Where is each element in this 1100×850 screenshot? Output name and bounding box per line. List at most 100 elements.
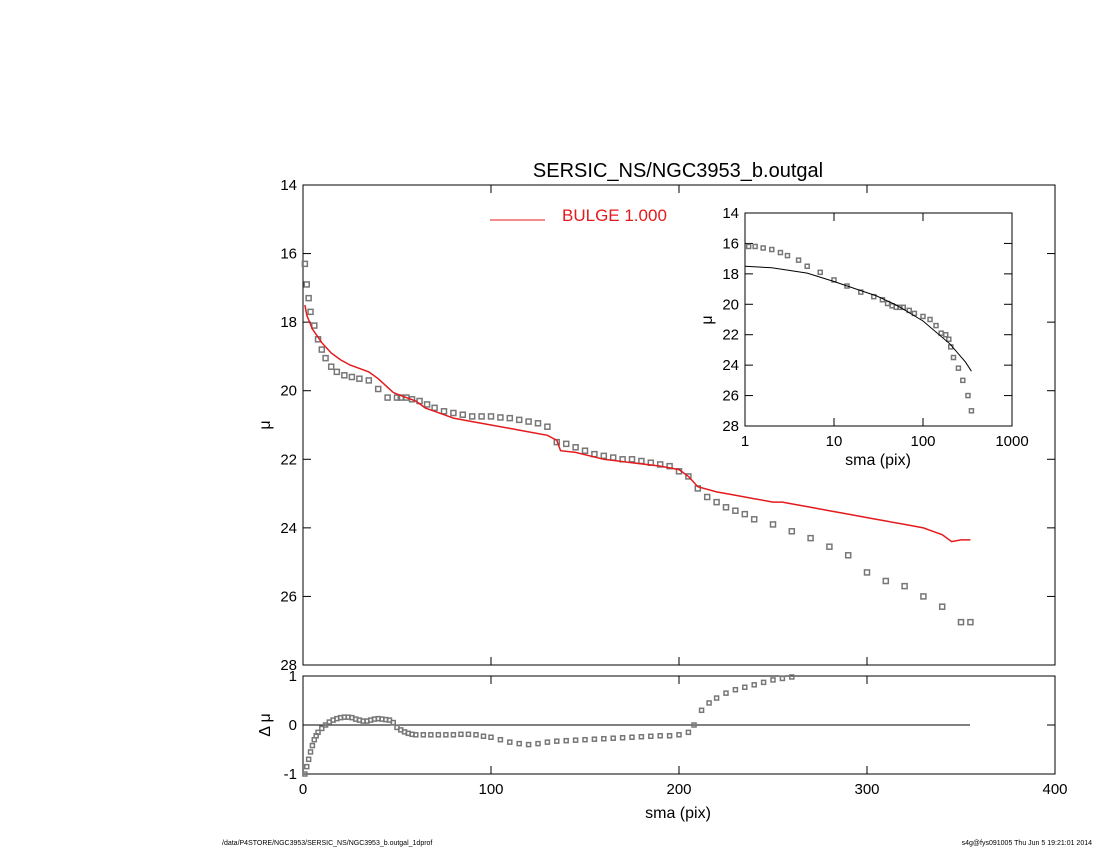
main-point-60 [826,543,833,550]
residual-point-27 [390,719,396,726]
main-point-49 [685,473,692,480]
residual-point-46 [516,740,522,747]
residual-point-9 [322,722,329,728]
main-point-51 [703,493,711,501]
inset-ytick-label-3: 20 [722,296,739,313]
main-point-26 [468,413,476,420]
residual-point-42 [480,733,487,740]
main-point-24 [450,409,457,417]
residual-point-40 [465,731,472,738]
main-point-22 [431,404,438,412]
residual-point-55 [601,735,607,742]
inset-point-3 [769,246,775,253]
main-ytick-label-6: 26 [280,588,297,605]
inset-ytick-label-2: 18 [722,266,739,283]
main-point-16 [393,394,401,401]
residual-xtick-label-0: 0 [299,781,307,798]
inset-xtick-label-2: 100 [910,433,935,450]
residual-point-56 [610,735,616,741]
main-point-41 [609,454,617,461]
main-point-13 [365,377,373,384]
main-ytick-label-7: 28 [280,657,297,674]
legend-label: BULGE 1.000 [562,206,667,225]
main-point-58 [788,528,796,535]
inset-ytick-label-7: 28 [722,418,739,435]
residual-point-41 [473,732,479,738]
inset-point-4 [777,249,784,256]
inset-xtick-label-0: 1 [741,433,749,450]
main-ytick-label-0: 14 [280,177,297,194]
inset-point-2 [760,245,766,251]
inset-y-ticks: 14 16 18 20 22 24 26 28 [722,205,1012,435]
inset-y-axis-label: μ [699,315,716,324]
main-ytick-label-5: 24 [280,520,297,537]
residual-point-64 [685,729,692,736]
residual-point-66 [698,707,705,714]
residual-y-axis-label: Δ μ [257,713,274,736]
inset-x-axis-label: sma (pix) [845,452,911,469]
main-point-2 [305,294,312,302]
residual-xtick-label-2: 200 [666,781,691,798]
inset-ytick-label-0: 14 [722,205,739,222]
residual-ytick-label-2: 1 [289,668,297,685]
main-point-7 [322,354,329,362]
residual-point-3 [307,749,314,755]
main-ytick-label-3: 20 [280,383,297,400]
residual-point-53 [582,736,588,743]
main-point-40 [600,452,608,460]
main-point-6 [318,346,326,353]
main-y-ticks: 14 16 18 20 22 24 26 28 [280,177,1056,674]
inset-point-8 [817,269,823,276]
residual-point-72 [751,682,757,688]
main-point-23 [440,408,448,415]
main-point-64 [901,582,908,590]
residual-point-2 [305,756,312,763]
main-point-4 [311,322,318,329]
inset-point-29 [955,365,962,371]
residual-point-44 [497,736,504,743]
residual-point-50 [554,738,560,744]
footer-file-path: /data/P4STORE/NGC3953/SERSIC_NS/NGC3953_… [222,840,433,847]
main-point-36 [562,440,570,448]
main-point-56 [750,516,758,523]
residual-point-39 [458,731,464,738]
inset-point-31 [965,392,971,399]
main-point-67 [957,618,965,626]
inset-point-1 [752,243,758,250]
main-point-66 [938,603,946,610]
residual-point-49 [544,739,551,745]
main-point-11 [348,373,356,381]
inset-point-30 [960,377,966,384]
inset-ytick-label-4: 22 [722,327,739,344]
residual-xtick-label-1: 100 [478,781,503,798]
main-point-32 [525,418,532,425]
inset-panel: 14 16 18 20 22 24 26 28 1 10 100 1000 μ sma (pix) [699,205,1029,469]
residual-point-67 [706,700,712,706]
residual-point-7 [315,729,321,736]
main-point-54 [732,507,739,514]
main-point-9 [333,368,341,376]
main-point-37 [572,444,579,451]
footer-timestamp: s4g@fys091005 Thu Jun 5 19:21:01 2014 [961,840,1092,847]
main-point-30 [506,414,514,422]
residual-point-8 [319,725,325,732]
residual-point-1 [304,763,310,770]
main-point-14 [374,385,382,393]
residual-point-60 [648,733,654,740]
main-point-8 [327,363,335,370]
inset-point-25 [942,331,949,338]
main-point-52 [713,498,720,506]
main-point-46 [656,461,664,468]
x-axis-label: sma (pix) [645,805,711,822]
residual-point-58 [629,734,635,740]
inset-ytick-label-5: 24 [722,357,739,374]
residual-point-75 [779,675,786,682]
main-point-25 [459,411,467,418]
inset-point-32 [968,408,975,414]
residual-point-69 [723,690,729,696]
inset-point-28 [950,354,957,361]
main-point-21 [423,401,431,408]
inset-point-21 [920,313,926,320]
main-y-axis-label: μ [257,420,274,429]
